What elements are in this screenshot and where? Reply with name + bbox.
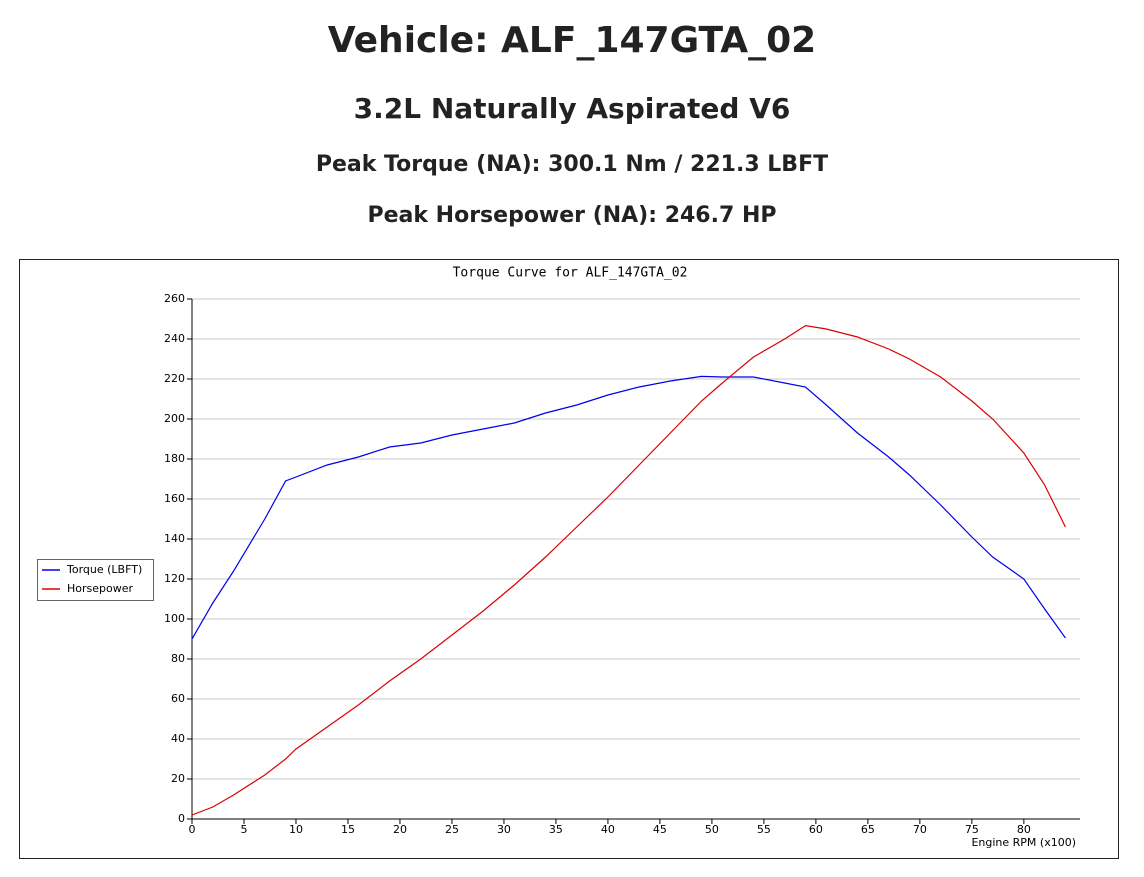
- x-tick-label: 20: [393, 823, 407, 836]
- y-tick-label: 120: [164, 572, 185, 585]
- y-tick-label: 140: [164, 532, 185, 545]
- x-tick-label: 55: [757, 823, 771, 836]
- y-tick-label: 260: [164, 292, 185, 305]
- x-tick-label: 80: [1017, 823, 1031, 836]
- x-tick-label: 15: [341, 823, 355, 836]
- y-tick-label: 100: [164, 612, 185, 625]
- y-tick-label: 0: [178, 812, 185, 825]
- x-tick-label: 0: [189, 823, 196, 836]
- y-tick-label: 240: [164, 332, 185, 345]
- data-line: [191, 324, 1066, 816]
- x-tick-label: 65: [861, 823, 875, 836]
- legend-label: Horsepower: [67, 582, 133, 595]
- x-tick-label: 35: [549, 823, 563, 836]
- engine-title: 3.2L Naturally Aspirated V6: [353, 92, 791, 125]
- peak-horsepower: Peak Horsepower (NA): 246.7 HP: [367, 203, 777, 228]
- vehicle-title: Vehicle: ALF_147GTA_02: [327, 20, 817, 61]
- peak-torque: Peak Torque (NA): 300.1 Nm / 221.3 LBFT: [315, 152, 829, 177]
- x-tick-label: 50: [705, 823, 719, 836]
- chart-title: Torque Curve for ALF_147GTA_02: [453, 266, 688, 281]
- legend-label: Torque (LBFT): [66, 563, 142, 576]
- legend-box: [37, 559, 154, 601]
- y-tick-label: 40: [171, 732, 185, 745]
- y-tick-label: 220: [164, 372, 185, 385]
- plot-area: [192, 299, 1080, 819]
- x-tick-label: 40: [601, 823, 615, 836]
- x-tick-label: 30: [497, 823, 511, 836]
- y-tick-label: 180: [164, 452, 185, 465]
- x-axis-label: Engine RPM (x100): [971, 836, 1076, 849]
- data-line: [191, 375, 1066, 640]
- x-tick-label: 60: [809, 823, 823, 836]
- x-tick-label: 70: [913, 823, 927, 836]
- x-tick-label: 5: [240, 823, 247, 836]
- y-tick-label: 20: [171, 772, 185, 785]
- x-tick-label: 75: [965, 823, 979, 836]
- y-tick-label: 80: [171, 652, 185, 665]
- y-tick-label: 200: [164, 412, 185, 425]
- y-tick-label: 60: [171, 692, 185, 705]
- x-tick-label: 10: [289, 823, 303, 836]
- x-tick-label: 25: [445, 823, 459, 836]
- y-tick-label: 160: [164, 492, 185, 505]
- x-tick-label: 45: [653, 823, 667, 836]
